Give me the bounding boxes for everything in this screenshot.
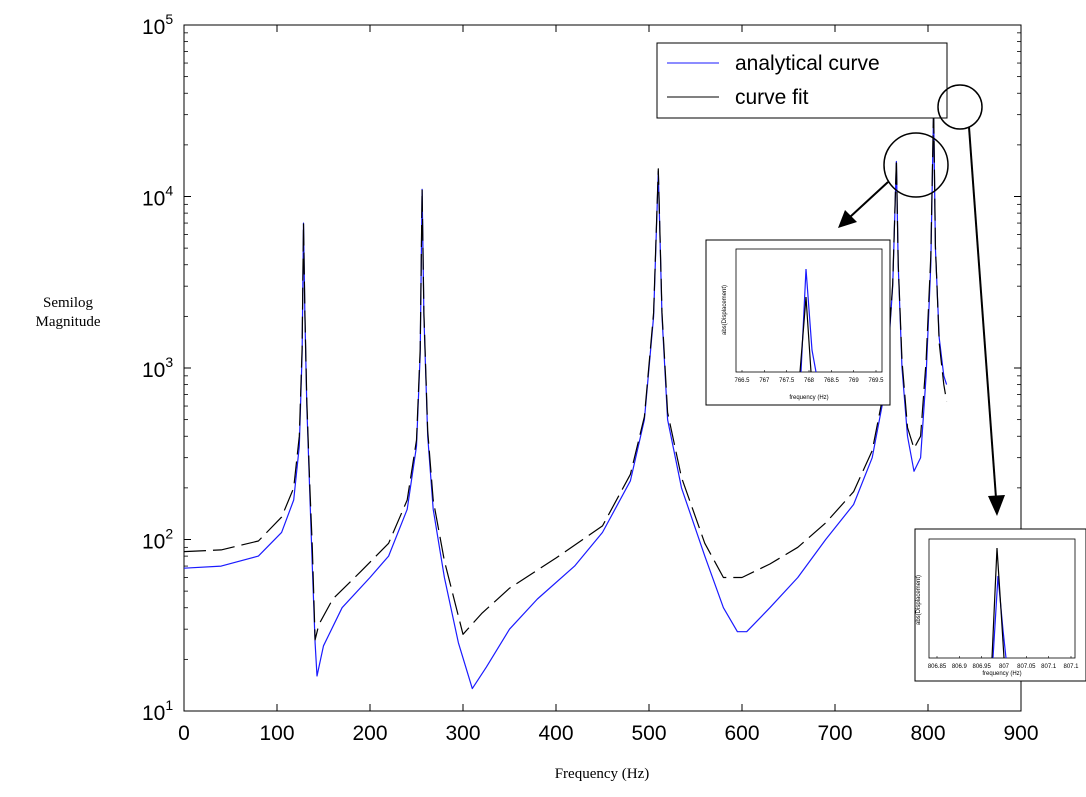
inset-tick-label: 769 bbox=[849, 378, 860, 384]
inset-tick-label: 807.05 bbox=[1017, 664, 1036, 670]
inset-2-plot-area bbox=[928, 538, 1076, 659]
inset-tick-label: 766.5 bbox=[734, 378, 750, 384]
x-tick-label: 600 bbox=[724, 722, 759, 745]
inset-tick-label: 767 bbox=[759, 378, 770, 384]
legend-box bbox=[656, 42, 948, 119]
inset-tick-label: 807.1 bbox=[1041, 664, 1057, 670]
zoom-arrow-2-head bbox=[988, 495, 1005, 516]
x-tick-label: 300 bbox=[445, 722, 480, 745]
zoom-arrow-1-head bbox=[838, 210, 857, 228]
inset-tick-label: 767.5 bbox=[779, 378, 795, 384]
y-tick-label: 102 bbox=[142, 526, 173, 554]
inset-2-x-label: frequency (Hz) bbox=[982, 671, 1021, 677]
x-tick-label: 800 bbox=[910, 722, 945, 745]
series-curve-fit bbox=[183, 104, 948, 641]
series-layer bbox=[183, 104, 948, 690]
y-tick-label: 103 bbox=[142, 354, 173, 382]
inset-1-curve-fit-peak bbox=[799, 296, 812, 373]
inset-1-y-label: abs(Displacement) bbox=[722, 285, 728, 335]
inset-tick-label: 806.9 bbox=[952, 664, 968, 670]
x-tick-labels: 0 100 200 300 400 500 600 700 800 900 bbox=[178, 722, 1038, 745]
inset-tick-label: 769.5 bbox=[868, 378, 884, 384]
y-axis-label-line1: Semilog bbox=[43, 295, 94, 311]
inset-tick-label: 807 bbox=[999, 664, 1010, 670]
inset-tick-label: 806.95 bbox=[972, 664, 991, 670]
y-tick-label: 101 bbox=[142, 697, 173, 725]
inset-2-curve-fit-peak bbox=[991, 547, 1005, 659]
y-axis-label-line2: Magnitude bbox=[36, 314, 101, 330]
legend-label-analytical: analytical curve bbox=[735, 52, 880, 75]
inset-tick-label: 806.85 bbox=[928, 664, 947, 670]
zoom-inset-1: abs(Displacement) 766.5 767 767.5 768 768.5 7… bbox=[705, 239, 891, 406]
x-tick-label: 400 bbox=[538, 722, 573, 745]
inset-1-x-ticks: 766.5 767 767.5 768 768.5 769 769.5 bbox=[734, 370, 884, 384]
y-tick-label: 105 bbox=[142, 11, 173, 39]
y-tick-labels: 101 102 103 104 105 bbox=[142, 11, 173, 725]
zoom-circle-peak-807 bbox=[937, 84, 983, 130]
x-tick-label: 100 bbox=[259, 722, 294, 745]
plot-area-frame bbox=[183, 24, 1022, 712]
inset-tick-label: 807.1 bbox=[1063, 664, 1079, 670]
inset-2-x-ticks: 806.85 806.9 806.95 807 807.05 807.1 807.1 bbox=[928, 656, 1079, 670]
legend-label-curve-fit: curve fit bbox=[735, 86, 809, 109]
zoom-arrow-2-shaft bbox=[968, 126, 997, 499]
inset-tick-label: 768.5 bbox=[824, 378, 840, 384]
axis-ticks bbox=[183, 24, 1022, 712]
x-tick-label: 900 bbox=[1003, 722, 1038, 745]
legend: analytical curve curve fit bbox=[656, 42, 948, 119]
zoom-inset-2: abs(Displacement) 806.85 806.9 806.95 807 80… bbox=[914, 528, 1086, 682]
y-tick-label: 104 bbox=[142, 183, 173, 211]
x-tick-label: 0 bbox=[178, 722, 190, 745]
inset-tick-label: 768 bbox=[804, 378, 815, 384]
inset-1-x-label: frequency (Hz) bbox=[789, 395, 828, 401]
x-tick-label: 700 bbox=[817, 722, 852, 745]
zoom-circle-peak-768 bbox=[883, 132, 949, 198]
inset-1-analytical-peak bbox=[800, 268, 817, 373]
x-tick-label: 500 bbox=[631, 722, 666, 745]
x-axis-label: Frequency (Hz) bbox=[555, 766, 650, 782]
x-tick-label: 200 bbox=[352, 722, 387, 745]
zoom-arrow-1-shaft bbox=[849, 181, 889, 218]
inset-2-y-label: abs(Displacement) bbox=[916, 575, 922, 625]
